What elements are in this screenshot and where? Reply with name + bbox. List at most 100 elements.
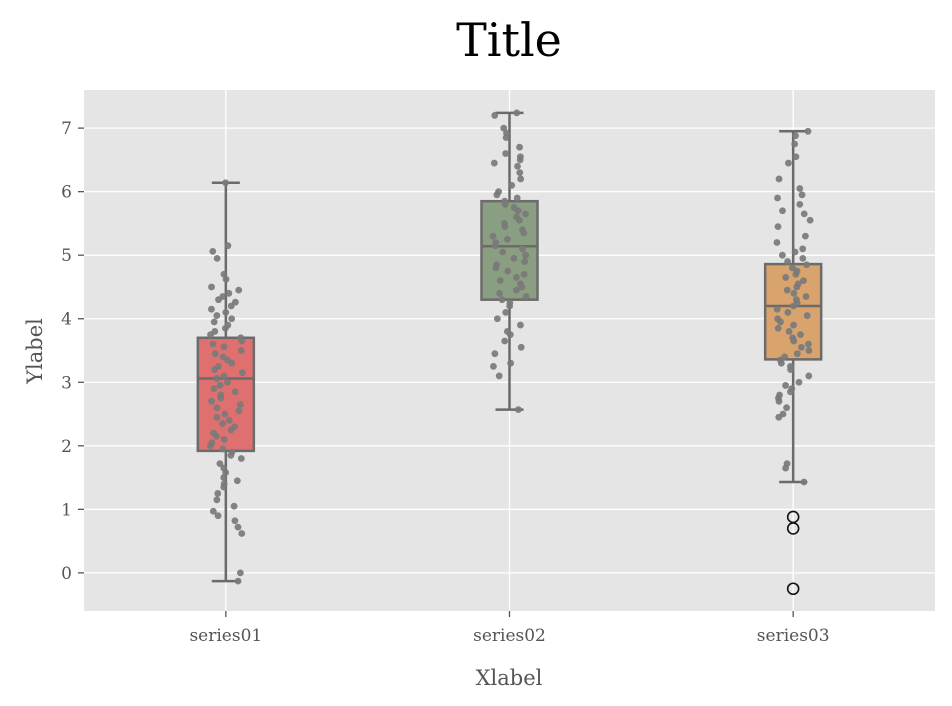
data-point [235, 286, 243, 294]
data-point [208, 397, 215, 405]
data-point [779, 207, 786, 215]
data-point [498, 296, 506, 304]
data-point [803, 261, 811, 269]
data-point [221, 410, 229, 418]
data-point [798, 191, 806, 199]
data-point [495, 372, 503, 380]
y-tick-label: 4 [61, 310, 72, 330]
data-point [782, 464, 790, 472]
data-point [504, 267, 512, 275]
data-point [787, 388, 794, 396]
data-point [222, 308, 230, 316]
data-point [777, 318, 784, 326]
data-point [213, 375, 221, 382]
data-point [508, 181, 516, 189]
data-point [513, 274, 520, 281]
outlier-marker [786, 582, 800, 596]
data-point [804, 127, 812, 135]
data-point [213, 312, 221, 319]
data-point [514, 162, 521, 170]
data-point [220, 343, 228, 351]
y-tick-label: 3 [61, 373, 72, 393]
data-point [787, 366, 794, 373]
data-point [213, 432, 220, 440]
data-point [499, 248, 507, 256]
data-point [227, 426, 235, 434]
data-point [773, 239, 781, 246]
data-point [238, 369, 246, 377]
data-point [220, 436, 228, 443]
data-point [517, 321, 524, 329]
data-point [220, 372, 228, 380]
data-point [502, 308, 510, 316]
data-point [519, 245, 526, 253]
y-tick-label: 1 [61, 500, 72, 520]
data-point [774, 223, 782, 231]
y-tick-label: 0 [61, 564, 72, 584]
data-point [522, 251, 530, 259]
data-point [227, 451, 235, 459]
data-point [510, 254, 518, 262]
data-point [521, 258, 529, 265]
x-axis-ticks: series01 series02 series03 [189, 611, 830, 646]
data-point [775, 397, 783, 405]
data-point [798, 343, 805, 351]
x-tick-label: series01 [189, 626, 262, 646]
data-point [803, 312, 811, 319]
iqr-box [196, 336, 256, 453]
jitter-points [207, 109, 814, 585]
data-point [213, 413, 221, 421]
data-point [238, 337, 246, 345]
data-point [236, 401, 244, 408]
data-point [209, 247, 217, 255]
data-point [235, 407, 243, 415]
y-tick-label: 7 [61, 119, 72, 139]
data-point [514, 406, 522, 413]
data-point [493, 315, 501, 323]
data-point [793, 283, 801, 291]
iqr-box [763, 262, 823, 361]
data-point [775, 175, 783, 183]
data-point [805, 347, 813, 354]
data-point [503, 235, 511, 243]
data-point [796, 185, 804, 192]
data-point [234, 523, 242, 531]
data-point [791, 140, 799, 148]
data-point [501, 337, 509, 345]
data-point [777, 359, 785, 367]
y-axis-label: Ylabel [23, 318, 47, 385]
data-point [228, 315, 236, 323]
data-point [774, 194, 781, 202]
data-point [783, 404, 791, 412]
data-point [225, 416, 233, 424]
data-point [517, 343, 525, 351]
data-point [502, 134, 510, 142]
data-point [496, 289, 503, 297]
data-point [216, 460, 224, 467]
data-point [507, 359, 515, 367]
data-point [215, 296, 222, 304]
data-point [228, 359, 236, 367]
data-point [237, 455, 245, 462]
data-point [790, 302, 797, 310]
data-point [490, 159, 498, 167]
data-point [805, 372, 813, 380]
data-point [220, 270, 228, 278]
data-point [520, 270, 528, 278]
data-point [799, 254, 807, 262]
data-point [222, 275, 230, 283]
data-point [501, 223, 509, 231]
y-tick-label: 5 [61, 246, 72, 266]
data-point [211, 366, 219, 373]
data-point [236, 569, 244, 577]
data-point [220, 474, 228, 481]
box-series02 [480, 111, 539, 411]
data-point [806, 216, 814, 224]
data-point [513, 194, 521, 202]
data-point [491, 242, 499, 250]
data-point [783, 286, 791, 294]
data-point [233, 477, 241, 485]
data-point [795, 378, 803, 386]
data-point [793, 350, 801, 358]
